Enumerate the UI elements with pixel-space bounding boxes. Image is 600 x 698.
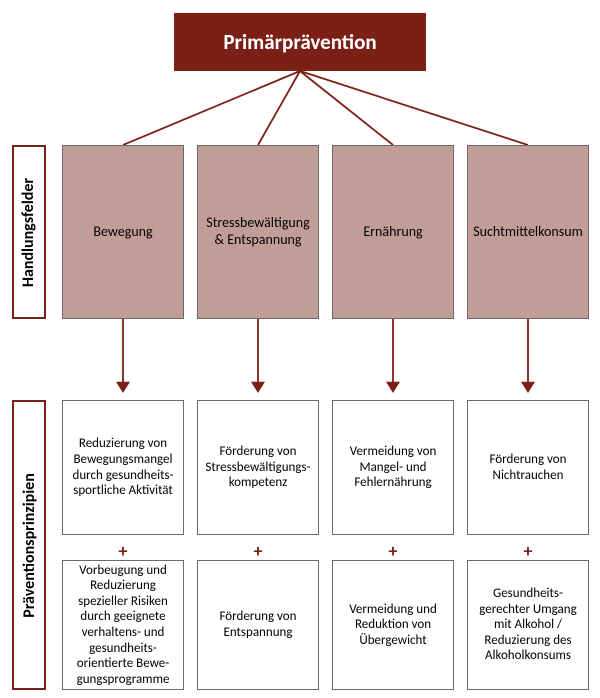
plus-stress: +: [197, 540, 319, 562]
principle-stress-1-text: Förderung von Stressbewältigungs­kompete…: [204, 444, 312, 491]
principle-ernaehrung-1: Vermeidung von Mangel- und Fehlernährung: [332, 400, 454, 535]
principle-ernaehrung-1-text: Vermeidung von Mangel- und Fehlernährung: [339, 444, 447, 491]
rowlabel-praeventionsprinzipien-text: Präventionsprinzipien: [20, 473, 39, 618]
principle-bewegung-2-text: Vorbeugung und Reduzierung spezieller Ri…: [69, 563, 177, 688]
plus-sucht: +: [467, 540, 589, 562]
field-bewegung-label: Bewegung: [93, 224, 152, 241]
principle-bewegung-2: Vorbeugung und Reduzierung spezieller Ri…: [62, 560, 184, 690]
field-stress-label: Stressbewältigung & Entspannung: [204, 215, 312, 249]
principle-sucht-2: Gesundheits­gerechter Umgang mit Alkohol…: [467, 560, 589, 690]
plus-bewegung: +: [62, 540, 184, 562]
title-label: Primärprävention: [223, 29, 376, 55]
principle-ernaehrung-2-text: Vermeidung und Reduktion von Übergewicht: [339, 602, 447, 649]
diagram-stage: Primärprävention Handlungsfelder Prävent…: [0, 0, 600, 698]
principle-sucht-1: Förderung von Nichtrauchen: [467, 400, 589, 535]
principle-stress-1: Förderung von Stressbewältigungs­kompete…: [197, 400, 319, 535]
field-sucht-label: Suchtmittelkonsum: [473, 224, 583, 241]
plus-ernaehrung: +: [332, 540, 454, 562]
principle-bewegung-1: Reduzierung von Bewegungsmangel durch ge…: [62, 400, 184, 535]
principle-bewegung-1-text: Reduzierung von Bewegungsmangel durch ge…: [69, 436, 177, 498]
field-bewegung: Bewegung: [62, 145, 184, 319]
principle-stress-2: Förderung von Entspannung: [197, 560, 319, 690]
field-sucht: Suchtmittelkonsum: [467, 145, 589, 319]
rowlabel-handlungsfelder: Handlungsfelder: [12, 145, 46, 319]
field-stress: Stressbewältigung & Entspannung: [197, 145, 319, 319]
title-box: Primärprävention: [174, 13, 426, 71]
rowlabel-handlungsfelder-text: Handlungsfelder: [20, 177, 39, 286]
principle-sucht-1-text: Förderung von Nichtrauchen: [474, 452, 582, 483]
principle-ernaehrung-2: Vermeidung und Reduktion von Übergewicht: [332, 560, 454, 690]
principle-sucht-2-text: Gesundheits­gerechter Umgang mit Alkohol…: [474, 586, 582, 664]
rowlabel-praeventionsprinzipien: Präventionsprinzipien: [12, 400, 46, 690]
field-ernaehrung-label: Ernährung: [363, 224, 422, 241]
field-ernaehrung: Ernährung: [332, 145, 454, 319]
principle-stress-2-text: Förderung von Entspannung: [204, 609, 312, 640]
